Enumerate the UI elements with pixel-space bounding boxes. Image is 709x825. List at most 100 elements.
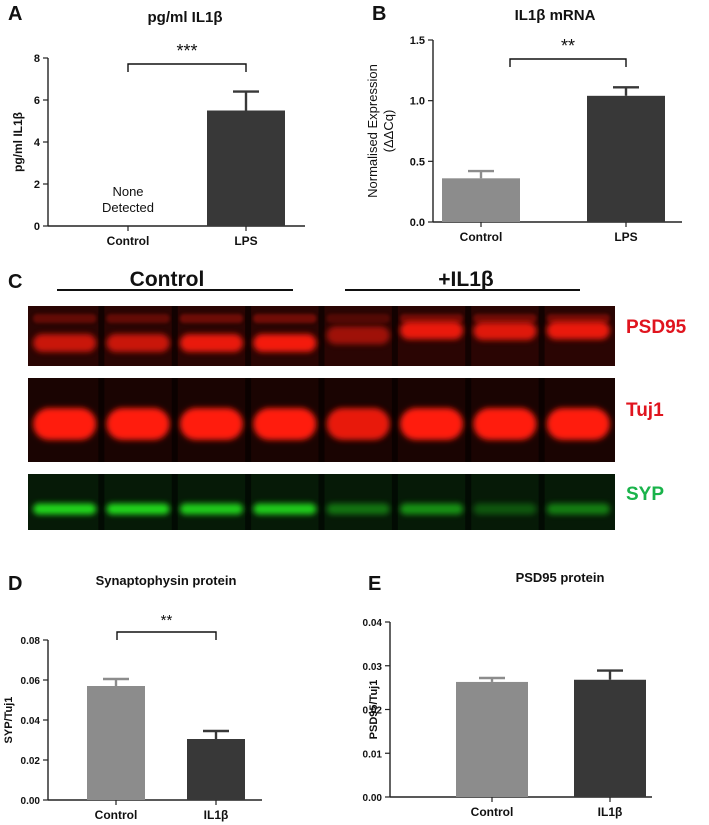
lane-gap-tuj1 (391, 378, 398, 462)
lane-gap-syp (318, 474, 325, 530)
bar-d-il1 (187, 739, 245, 800)
blot-band-psd95-lane-7 (473, 322, 537, 341)
panel-letter-b: B (372, 3, 386, 25)
blot-band-syp-lane-1 (33, 503, 97, 515)
chart-panel-e: PSD95 protein 0.00 0.01 0.02 0.03 0.04 PSD95/T… (363, 570, 652, 819)
category-label-b-lps: LPS (614, 230, 637, 244)
blot-upper-band-psd95-lane-4 (253, 314, 317, 323)
panel-letter-c: C (8, 271, 22, 293)
blot-group-label-control: Control (130, 268, 205, 291)
lane-gap-syp (391, 474, 398, 530)
y-axis-label-d: SYP/Tuj1 (3, 697, 15, 744)
chart-title-d: Synaptophysin protein (96, 573, 237, 588)
y-axis-label-e: PSD95/Tuj1 (368, 680, 380, 740)
lane-gap-psd95 (391, 306, 398, 366)
y-tick-label-a: 2 (34, 179, 40, 191)
blot-band-tuj1-lane-7 (473, 408, 537, 440)
chart-panel-a: pg/ml IL1β 0 2 4 6 8 pg/ml IL1β Control LPS *** No… (11, 9, 305, 248)
category-label-e-il1: IL1β (598, 805, 623, 819)
y-tick-label-a: 8 (34, 53, 40, 65)
bar-e-il1 (574, 679, 646, 797)
blot-strips (28, 306, 615, 530)
significance-bracket-a (127, 63, 247, 72)
lane-gap-syp (98, 474, 105, 530)
y-tick-label-d: 0.04 (21, 716, 41, 727)
lane-gap-syp (171, 474, 178, 530)
y-tick-label-e: 0.02 (363, 706, 383, 717)
panel-letter-a: A (8, 3, 22, 25)
y-tick-label-d: 0.02 (21, 756, 41, 767)
y-tick-label-d: 0.08 (21, 636, 41, 647)
category-label-b-control: Control (460, 230, 503, 244)
lane-gap-psd95 (171, 306, 178, 366)
panel-letter-d: D (8, 573, 22, 595)
y-tick-label-a: 6 (34, 95, 40, 107)
y-tick-label-a: 0 (34, 221, 40, 233)
chart-title-e: PSD95 protein (516, 570, 605, 585)
lane-gap-tuj1 (538, 378, 545, 462)
lane-gap-syp (465, 474, 472, 530)
blot-band-tuj1-lane-6 (400, 408, 464, 440)
blot-band-syp-lane-7 (473, 503, 537, 515)
lane-gap-tuj1 (171, 378, 178, 462)
blot-band-syp-lane-6 (400, 503, 464, 515)
blot-upper-band-psd95-lane-5 (326, 314, 390, 323)
significance-bracket-b (509, 58, 627, 67)
chart-title-a: pg/ml IL1β (148, 9, 223, 26)
y-tick-label-d: 0.00 (21, 796, 41, 807)
y-tick-label-d: 0.06 (21, 676, 41, 687)
annotation-a-1: Detected (102, 200, 154, 215)
blot-upper-band-psd95-lane-2 (106, 314, 170, 323)
blot-band-syp-lane-2 (106, 503, 170, 515)
blot-band-psd95-lane-8 (546, 321, 610, 340)
blot-band-psd95-lane-3 (179, 334, 243, 352)
y-tick-label-e: 0.01 (363, 749, 383, 760)
chart-panel-d: Synaptophysin protein 0.00 0.02 0.04 0.06 0.0… (3, 573, 262, 822)
significance-label-a: *** (176, 41, 197, 61)
chart-title-b: IL1β mRNA (515, 7, 596, 24)
blot-band-tuj1-lane-3 (179, 408, 243, 440)
y-tick-label-b: 1.0 (410, 96, 425, 108)
lane-gap-syp (245, 474, 252, 530)
lane-gap-tuj1 (98, 378, 105, 462)
blot-upper-band-psd95-lane-3 (179, 314, 243, 323)
lane-gap-psd95 (318, 306, 325, 366)
blot-upper-band-psd95-lane-1 (33, 314, 97, 323)
y-tick-label-e: 0.04 (363, 618, 383, 629)
blot-band-psd95-lane-1 (33, 334, 97, 352)
blot-band-tuj1-lane-2 (106, 408, 170, 440)
lane-gap-psd95 (465, 306, 472, 366)
blot-upper-band-psd95-lane-7 (473, 314, 537, 323)
blot-band-psd95-lane-2 (106, 334, 170, 352)
blot-band-syp-lane-5 (326, 503, 390, 515)
blot-group-label-il1b: +IL1β (438, 268, 494, 291)
lane-gap-syp (538, 474, 545, 530)
lane-gap-tuj1 (245, 378, 252, 462)
blot-band-tuj1-lane-4 (253, 408, 317, 440)
y-axis-label-a: pg/ml IL1β (11, 112, 25, 172)
lane-gap-psd95 (245, 306, 252, 366)
category-label-d-il1: IL1β (204, 808, 229, 822)
lane-gap-psd95 (98, 306, 105, 366)
blot-band-psd95-lane-5 (326, 326, 390, 345)
y-axis-label2-b: (ΔΔCq) (381, 110, 396, 153)
bar-b-lps (587, 95, 665, 222)
significance-bracket-d (116, 631, 217, 640)
bar-d-control (87, 686, 145, 800)
panel-letter-e: E (368, 573, 381, 595)
band-label-syp: SYP (626, 484, 664, 505)
lane-gap-tuj1 (318, 378, 325, 462)
y-tick-label-b: 1.5 (410, 35, 425, 47)
band-label-psd95: PSD95 (626, 317, 687, 338)
y-tick-label-b: 0.5 (410, 156, 425, 168)
bar-a-lps (207, 110, 285, 226)
blot-band-tuj1-lane-5 (326, 408, 390, 440)
blot-upper-band-psd95-lane-8 (546, 314, 610, 323)
blot-band-tuj1-lane-8 (546, 408, 610, 440)
category-label-d-control: Control (95, 808, 138, 822)
significance-label-b: ** (561, 36, 575, 56)
y-tick-label-b: 0.0 (410, 217, 425, 229)
significance-label-d: ** (161, 612, 173, 629)
y-tick-label-e: 0.03 (363, 662, 383, 673)
